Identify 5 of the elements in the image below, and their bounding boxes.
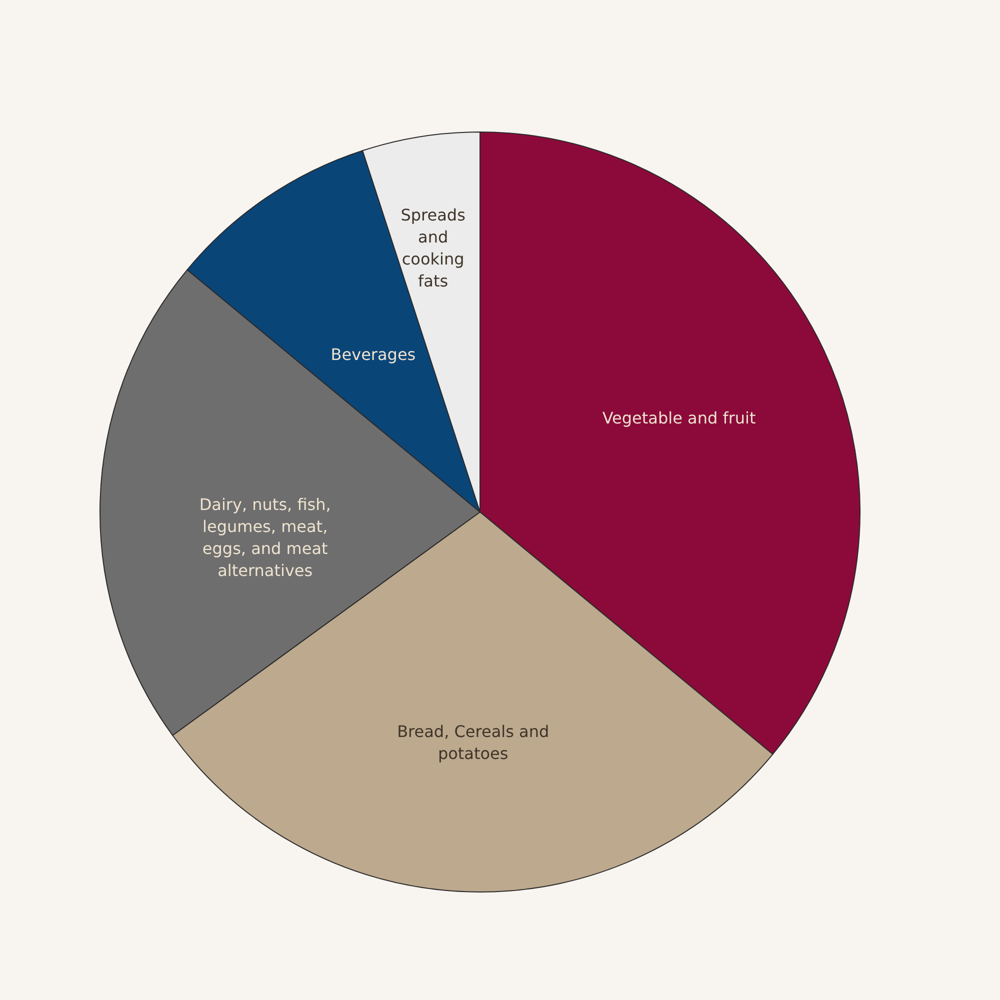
- slice-label: Bread, Cereals and potatoes: [397, 722, 550, 763]
- slice-label: Vegetable and fruit: [602, 408, 756, 428]
- slice-label: Beverages: [330, 344, 416, 364]
- slice-label: Dairy, nuts, fish, legumes, meat, eggs, and meat alternatives: [199, 495, 331, 580]
- slice-label: Spreads and cooking fats: [400, 206, 466, 291]
